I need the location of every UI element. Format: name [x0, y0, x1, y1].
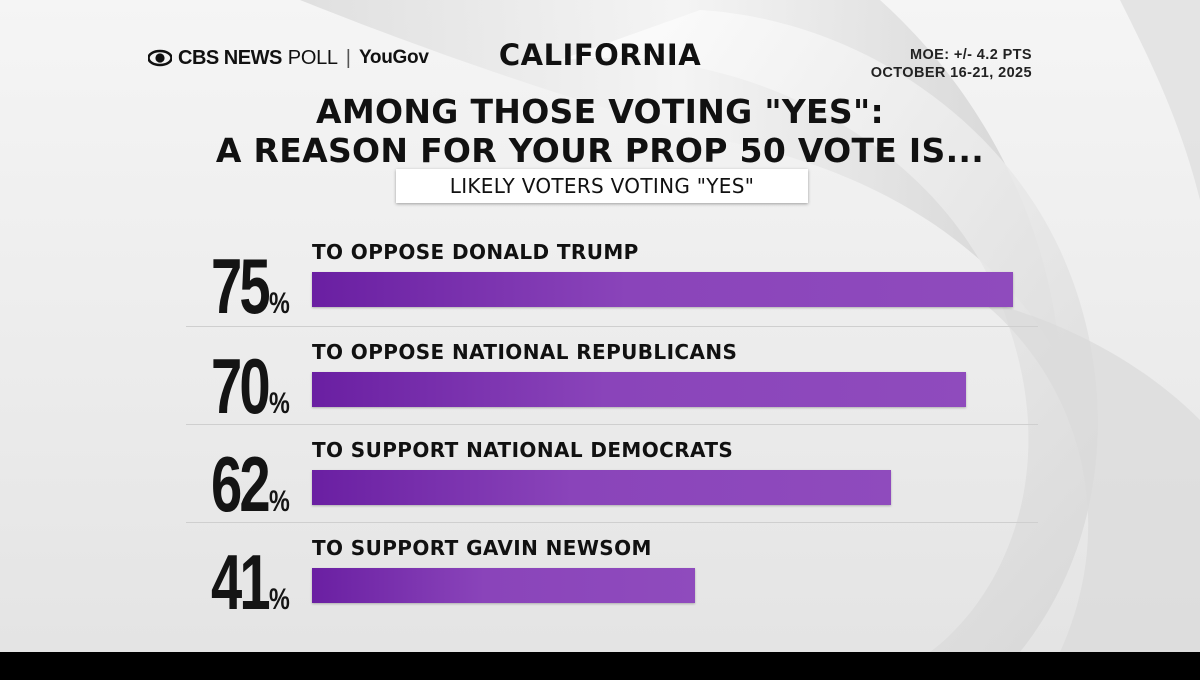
cbs-yougov-logo: CBS NEWS POLL | YouGov — [148, 46, 429, 70]
value-number: 70 — [210, 342, 271, 430]
row-separator — [186, 424, 1038, 425]
row-separator — [186, 326, 1038, 327]
value-unit: % — [269, 583, 291, 616]
logo-separator: | — [345, 46, 351, 69]
state-title: CALIFORNIA — [498, 38, 702, 72]
value-unit: % — [269, 485, 291, 518]
value-number: 75 — [210, 242, 271, 330]
category-label: TO SUPPORT NATIONAL DEMOCRATS — [312, 438, 734, 462]
moe-block: MOE: +/- 4.2 PTS OCTOBER 16-21, 2025 — [871, 46, 1032, 82]
dates-text: OCTOBER 16-21, 2025 — [870, 65, 1032, 81]
value-label: 62% — [176, 444, 296, 524]
bar — [312, 470, 891, 505]
chart-title-line-2: A REASON FOR YOUR PROP 50 VOTE IS... — [215, 131, 985, 170]
chart-subtitle: LIKELY VOTERS VOTING "YES" — [396, 169, 808, 203]
value-label: 70% — [176, 346, 296, 426]
value-label: 75% — [176, 246, 296, 326]
value-label: 41% — [176, 542, 296, 622]
value-unit: % — [269, 387, 291, 420]
category-label: TO OPPOSE DONALD TRUMP — [312, 240, 639, 264]
partner-text: YouGov — [358, 47, 429, 68]
value-number: 62 — [210, 440, 271, 528]
moe-text: MOE: +/- 4.2 PTS — [909, 47, 1032, 63]
chart-title: AMONG THOSE VOTING "YES": A REASON FOR Y… — [150, 92, 1050, 170]
value-number: 41 — [210, 538, 271, 626]
brand-text: CBS NEWS — [178, 46, 282, 69]
row-separator — [186, 522, 1038, 523]
poll-text: POLL — [287, 46, 338, 69]
category-label: TO SUPPORT GAVIN NEWSOM — [312, 536, 652, 560]
background-swoosh — [300, 0, 1200, 652]
cbs-eye-icon — [148, 49, 172, 67]
chart-title-line-1: AMONG THOSE VOTING "YES": — [316, 92, 884, 131]
category-label: TO OPPOSE NATIONAL REPUBLICANS — [312, 340, 738, 364]
bar — [312, 372, 966, 407]
bar — [312, 568, 695, 603]
value-unit: % — [269, 287, 291, 320]
bar — [312, 272, 1013, 307]
poll-graphic: CBS NEWS POLL | YouGov CALIFORNIA MOE: +… — [0, 0, 1200, 652]
